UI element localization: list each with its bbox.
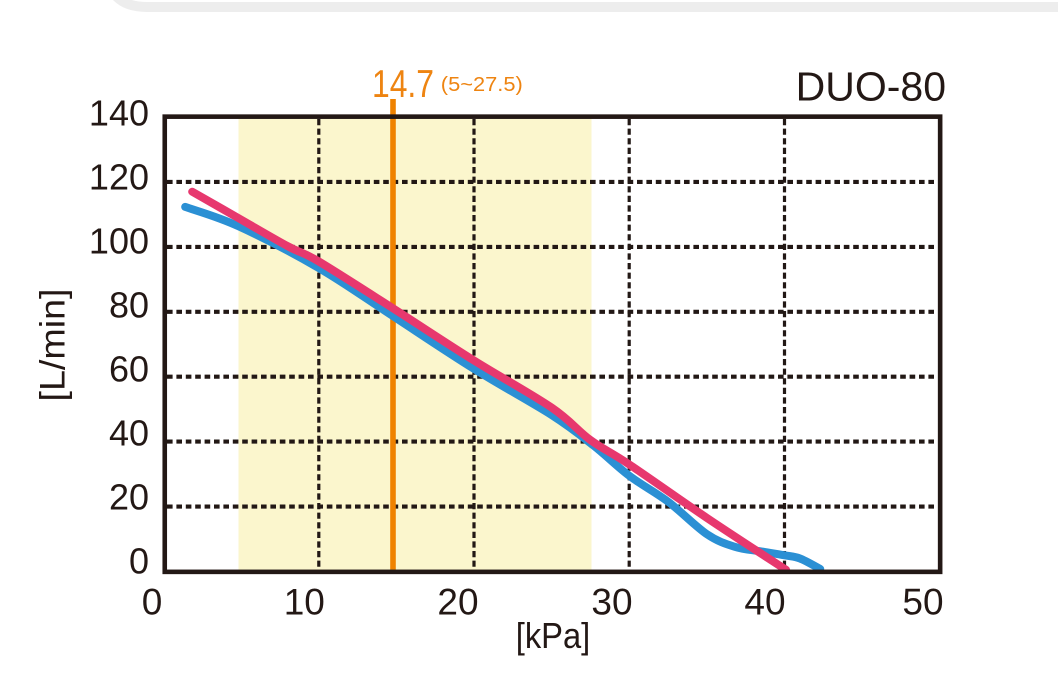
- svg-text:140: 140: [89, 93, 149, 134]
- svg-text:0: 0: [129, 541, 149, 582]
- svg-text:40: 40: [744, 582, 785, 623]
- svg-text:40: 40: [109, 413, 149, 454]
- svg-text:80: 80: [109, 285, 149, 326]
- svg-text:[L/min]: [L/min]: [34, 289, 73, 402]
- svg-text:[kPa]: [kPa]: [516, 615, 591, 656]
- svg-text:DUO-80: DUO-80: [796, 64, 946, 110]
- svg-text:10: 10: [284, 582, 325, 623]
- svg-text:120: 120: [89, 157, 149, 198]
- svg-text:20: 20: [437, 582, 478, 623]
- svg-text:20: 20: [109, 477, 149, 518]
- svg-text:0: 0: [142, 582, 163, 623]
- svg-text:30: 30: [591, 582, 632, 623]
- svg-text:60: 60: [109, 349, 149, 390]
- svg-text:14.7: 14.7: [372, 63, 434, 106]
- svg-text:(5~27.5): (5~27.5): [441, 74, 523, 96]
- svg-text:100: 100: [89, 221, 149, 262]
- svg-text:50: 50: [902, 582, 943, 623]
